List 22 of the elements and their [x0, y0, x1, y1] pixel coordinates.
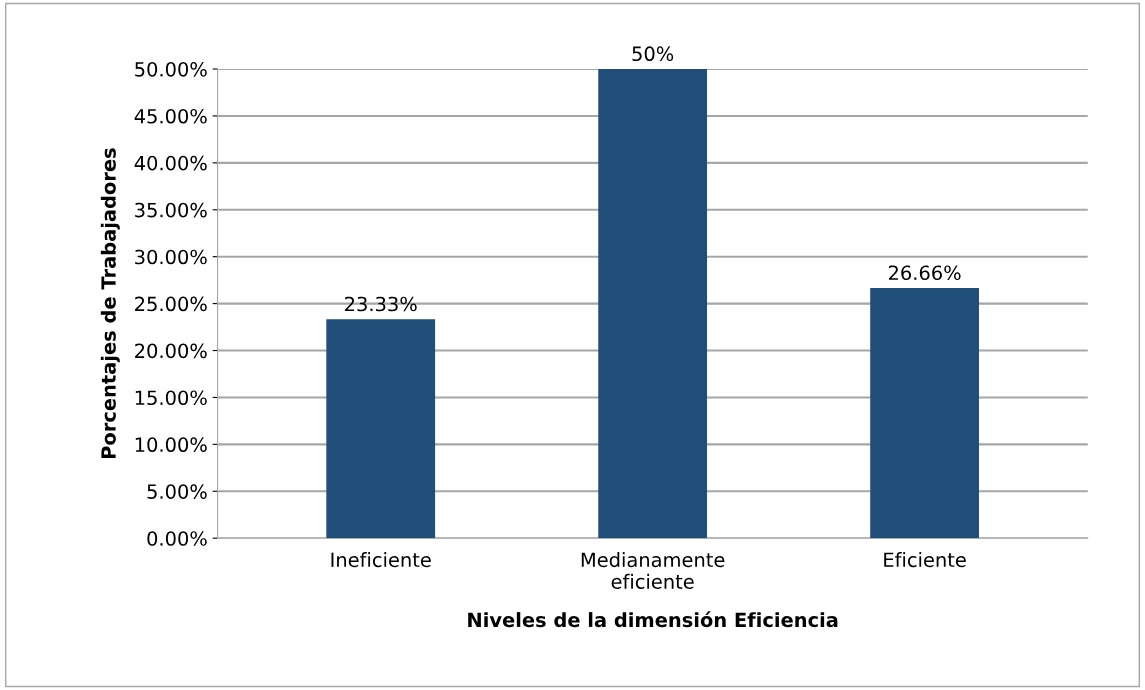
y-tick-label: 15.00%: [135, 390, 207, 406]
y-tick-label: 35.00%: [135, 202, 207, 218]
y-axis-title: Porcentajes de Trabajadores: [100, 148, 120, 459]
y-tick-label: 30.00%: [135, 249, 207, 265]
y-tick-label: 40.00%: [134, 155, 207, 171]
y-tick-label: 25.00%: [135, 296, 207, 312]
y-tick-label: 5.00%: [147, 484, 207, 499]
y-tick-label: 20.00%: [135, 343, 207, 359]
data-label: 26.66%: [888, 265, 961, 281]
y-tick-label: 10.00%: [135, 437, 207, 453]
x-tick-label: Eficiente: [884, 552, 966, 568]
bar: [598, 69, 708, 539]
data-label: 50%: [632, 46, 674, 62]
bar: [870, 288, 979, 539]
y-tick-label: 0.00%: [147, 531, 207, 546]
x-axis-title: Niveles de la dimensión Eficiencia: [468, 611, 838, 628]
y-tick-label: 45.00%: [134, 108, 207, 124]
x-tick-label: Ineficiente: [331, 552, 431, 568]
bar: [326, 319, 436, 539]
x-tick-label: Medianamente eficiente: [581, 552, 725, 589]
y-tick-label: 50.00%: [135, 61, 207, 77]
data-label: 23.33%: [345, 296, 417, 312]
